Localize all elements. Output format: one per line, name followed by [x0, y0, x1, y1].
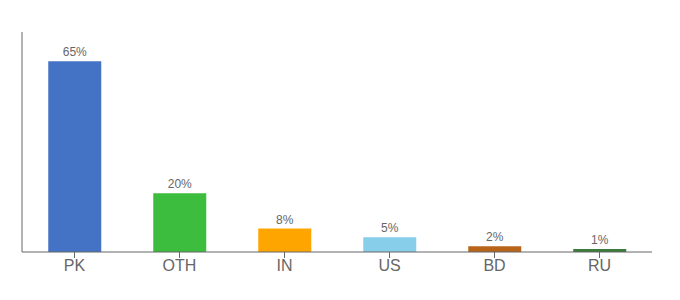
svg-text:OTH: OTH — [163, 257, 197, 274]
svg-text:BD: BD — [483, 257, 505, 274]
svg-text:RU: RU — [588, 257, 611, 274]
svg-text:65%: 65% — [63, 45, 87, 59]
svg-text:PK: PK — [64, 257, 86, 274]
svg-text:5%: 5% — [381, 221, 399, 235]
svg-text:8%: 8% — [276, 213, 294, 227]
svg-text:1%: 1% — [591, 233, 609, 247]
svg-text:20%: 20% — [168, 177, 192, 191]
svg-text:2%: 2% — [486, 230, 504, 244]
svg-text:IN: IN — [277, 257, 293, 274]
svg-text:US: US — [378, 257, 400, 274]
